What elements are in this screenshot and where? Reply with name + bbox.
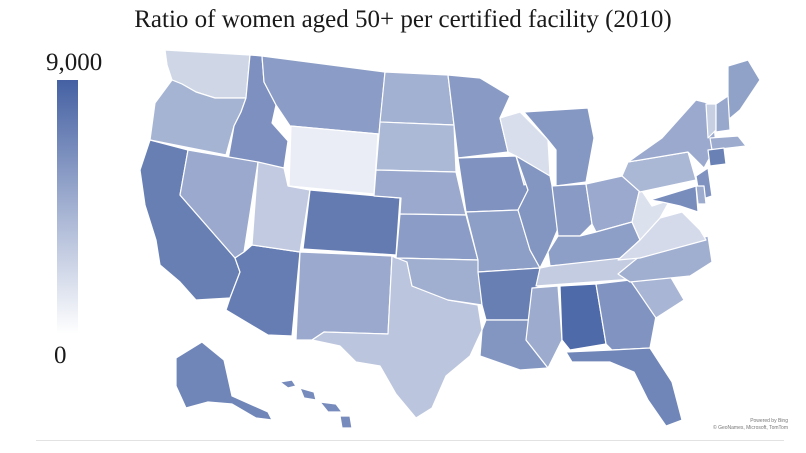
legend-max-label: 9,000: [46, 49, 103, 76]
state-fl: [565, 347, 683, 427]
state-al: [559, 283, 607, 351]
credit-line-1: Powered by Bing: [750, 418, 788, 424]
state-in: [551, 183, 593, 237]
state-mn: [447, 74, 511, 159]
legend-min-label: 0: [54, 342, 67, 369]
state-ks: [395, 213, 479, 261]
credit-line-2: © GeoNames, Microsoft, TomTom: [713, 425, 788, 431]
state-sd: [375, 121, 457, 173]
state-md: [649, 185, 699, 213]
state-me: [727, 59, 761, 121]
state-ma: [709, 135, 747, 151]
bottom-divider: [36, 440, 784, 441]
state-ms: [525, 285, 563, 369]
state-ct: [707, 147, 727, 167]
state-mt: [261, 55, 386, 135]
state-ia: [457, 155, 529, 213]
state-nd: [379, 71, 455, 126]
state-nh: [715, 95, 731, 133]
state-nm: [295, 251, 393, 341]
state-hi: [279, 379, 353, 429]
map-credit: Powered by Bing © GeoNames, Microsoft, T…: [713, 418, 788, 432]
state-co: [302, 189, 401, 256]
state-wy: [288, 125, 379, 195]
state-pa: [621, 151, 697, 193]
map-title: Ratio of women aged 50+ per certified fa…: [134, 6, 672, 33]
state-de: [695, 185, 707, 205]
state-ak: [175, 341, 273, 421]
state-nc: [617, 235, 713, 283]
state-mi: [523, 107, 595, 187]
state-az: [225, 244, 301, 337]
legend-color-bar: [57, 80, 78, 334]
